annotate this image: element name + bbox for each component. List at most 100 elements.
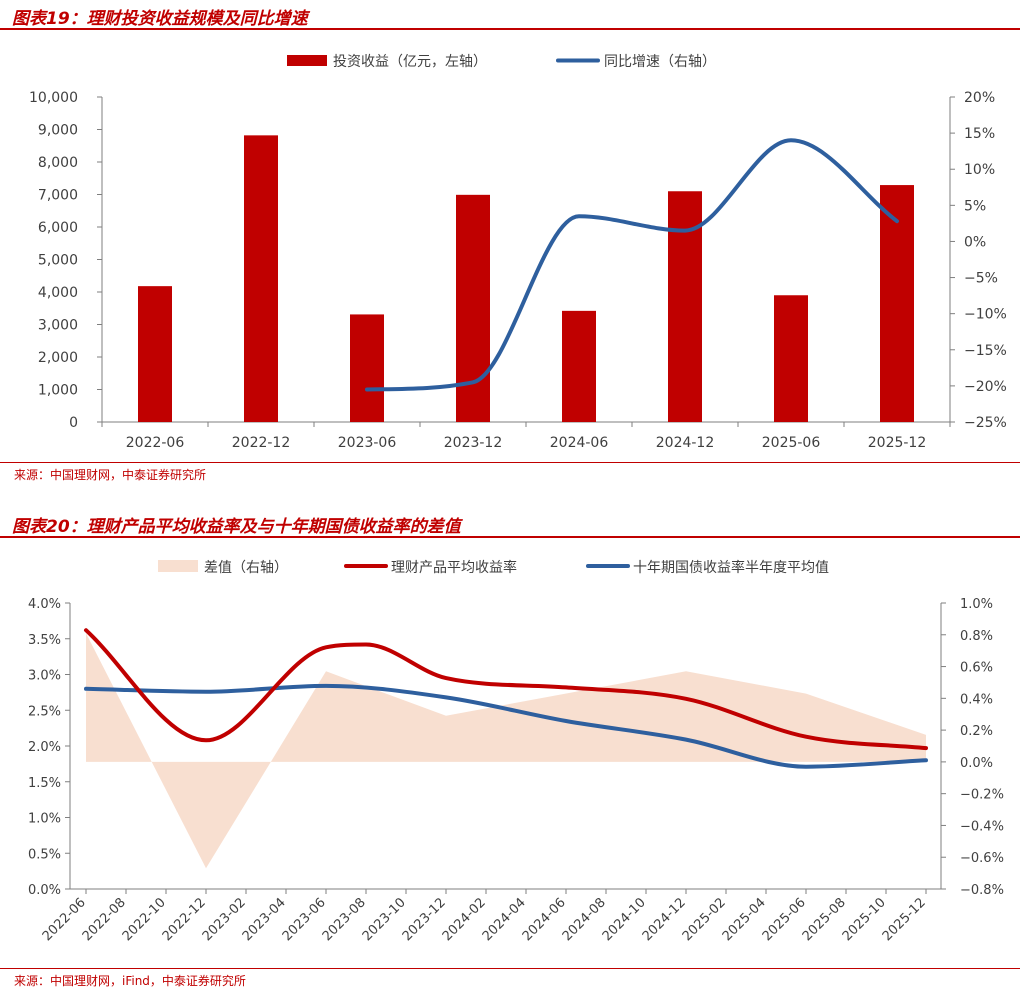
x-tick-label: 2024-06 — [520, 895, 569, 944]
x-tick-label: 2024-02 — [440, 895, 489, 944]
y-left-tick-label: 6,000 — [38, 220, 78, 236]
legend-bar-label: 投资收益（亿元，左轴） — [333, 54, 487, 70]
source-rule — [0, 968, 1020, 969]
y-left-tick-label: 4,000 — [38, 285, 78, 301]
bar-2025-06 — [774, 295, 808, 422]
y-left-tick-label: 3,000 — [38, 318, 78, 334]
x-tick-label: 2022-12 — [232, 435, 291, 451]
treasury-10y-line — [84, 683, 928, 769]
x-tick-label: 2023-12 — [400, 895, 449, 944]
y-right-tick-label: 20% — [964, 90, 995, 106]
x-tick-label: 2022-06 — [40, 895, 89, 944]
x-tick-label: 2022-12 — [160, 895, 209, 944]
y-right-tick-label: 0.8% — [960, 629, 993, 644]
y-right-tick-label: −0.6% — [960, 851, 1004, 866]
title-rule — [0, 28, 1020, 30]
legend-line2-label: 十年期国债收益率半年度平均值 — [633, 559, 829, 576]
y-right-tick-label: 5% — [964, 198, 986, 214]
x-tick-label: 2023-10 — [360, 895, 409, 944]
y-right-tick-label: 0.6% — [960, 661, 993, 676]
x-tick-label: 2025-10 — [840, 895, 889, 944]
legend-area-label: 差值（右轴） — [204, 560, 288, 576]
y-left-tick-label: 5,000 — [38, 253, 78, 269]
bar-2022-12 — [244, 135, 278, 422]
x-tick-label: 2023-04 — [240, 895, 289, 944]
x-tick-label: 2025-12 — [880, 895, 929, 944]
y-left-tick-label: 7,000 — [38, 188, 78, 204]
y-left-tick-label: 2.0% — [28, 740, 61, 755]
x-tick-label: 2025-06 — [762, 435, 821, 451]
y-left-tick-label: 9,000 — [38, 123, 78, 139]
y-right-tick-label: 1.0% — [960, 597, 993, 612]
y-left-tick-label: 0.0% — [28, 883, 61, 898]
x-tick-label: 2024-10 — [600, 895, 649, 944]
y-right-tick-label: −0.8% — [960, 883, 1004, 898]
y-right-tick-label: 0.4% — [960, 692, 993, 707]
x-tick-label: 2024-08 — [560, 895, 609, 944]
x-tick-label: 2023-02 — [200, 895, 249, 944]
bar-2023-12 — [456, 194, 490, 422]
x-tick-label: 2025-08 — [800, 895, 849, 944]
yoy-growth-line — [365, 138, 899, 392]
source-rule — [0, 462, 1020, 463]
y-left-tick-label: 0 — [69, 415, 78, 431]
x-tick-label: 2023-06 — [338, 435, 397, 451]
bar-2024-06 — [562, 310, 596, 422]
y-left-tick-label: 3.5% — [28, 633, 61, 648]
y-right-tick-label: 0.0% — [960, 756, 993, 771]
y-left-tick-label: 0.5% — [28, 847, 61, 862]
x-tick-label: 2023-06 — [280, 895, 329, 944]
wealth-product-yield-line — [84, 628, 928, 751]
figure1-title: 图表19：理财投资收益规模及同比增速 — [12, 9, 308, 29]
difference-area — [86, 633, 926, 869]
chart2: 差值（右轴） 理财产品平均收益率 十年期国债收益率半年度平均值 0.0% 0.5%… — [28, 559, 1004, 944]
x-tick-label: 2024-06 — [550, 435, 609, 451]
y-left-tick-label: 8,000 — [38, 155, 78, 171]
x-tick-label: 2022-08 — [80, 895, 129, 944]
y-right-tick-label: 0.2% — [960, 724, 993, 739]
x-tick-label: 2024-04 — [480, 895, 529, 944]
y-right-tick-label: −15% — [964, 343, 1007, 359]
figure1-title-bar: 图表19：理财投资收益规模及同比增速 — [0, 0, 1020, 30]
legend-bar-swatch — [287, 55, 327, 66]
x-tick-label: 2022-10 — [120, 895, 169, 944]
y-right-tick-label: 15% — [964, 126, 995, 142]
y-right-tick-label: 0% — [964, 234, 986, 250]
x-tick-label: 2024-12 — [656, 435, 715, 451]
figure2-title-bar: 图表20：理财产品平均收益率及与十年期国债收益率的差值 — [0, 508, 1020, 538]
y-right-tick-label: −5% — [964, 271, 998, 287]
y-left-tick-label: 1,000 — [38, 383, 78, 399]
y-left-tick-label: 4.0% — [28, 597, 61, 612]
y-right-tick-label: −25% — [964, 415, 1007, 431]
figure2-title: 图表20：理财产品平均收益率及与十年期国债收益率的差值 — [12, 517, 461, 537]
legend-line-label: 同比增速（右轴） — [604, 54, 716, 70]
y-right-tick-label: −10% — [964, 307, 1007, 323]
title-rule — [0, 536, 1020, 538]
x-tick-label: 2024-12 — [640, 895, 689, 944]
legend-area-swatch — [158, 560, 198, 572]
bar-2025-12 — [880, 185, 914, 422]
y-left-tick-label: 2.5% — [28, 704, 61, 719]
chart2-legend: 差值（右轴） 理财产品平均收益率 十年期国债收益率半年度平均值 — [158, 559, 829, 576]
y-left-tick-label: 10,000 — [29, 90, 78, 106]
y-left-tick-label: 1.5% — [28, 776, 61, 791]
x-tick-label: 2025-04 — [720, 895, 769, 944]
legend-line1-label: 理财产品平均收益率 — [391, 559, 517, 576]
x-tick-label: 2022-06 — [126, 435, 185, 451]
x-tick-label: 2025-02 — [680, 895, 729, 944]
y-left-tick-label: 2,000 — [38, 350, 78, 366]
x-tick-label: 2025-12 — [868, 435, 927, 451]
y-right-tick-label: −0.2% — [960, 788, 1004, 803]
y-left-tick-label: 3.0% — [28, 669, 61, 684]
bar-2023-06 — [350, 314, 384, 422]
figure2-source: 来源：中国理财网，iFind，中泰证券研究所 — [14, 974, 246, 988]
y-left-tick-label: 1.0% — [28, 812, 61, 827]
y-right-tick-label: −20% — [964, 379, 1007, 395]
y-right-tick-label: −0.4% — [960, 819, 1004, 834]
bar-2022-06 — [138, 286, 172, 422]
y-right-tick-label: 10% — [964, 162, 995, 178]
chart1-legend: 投资收益（亿元，左轴） 同比增速（右轴） — [287, 54, 716, 70]
figure1-source: 来源：中国理财网，中泰证券研究所 — [14, 468, 207, 482]
x-tick-label: 2023-08 — [320, 895, 369, 944]
x-tick-label: 2025-06 — [760, 895, 809, 944]
